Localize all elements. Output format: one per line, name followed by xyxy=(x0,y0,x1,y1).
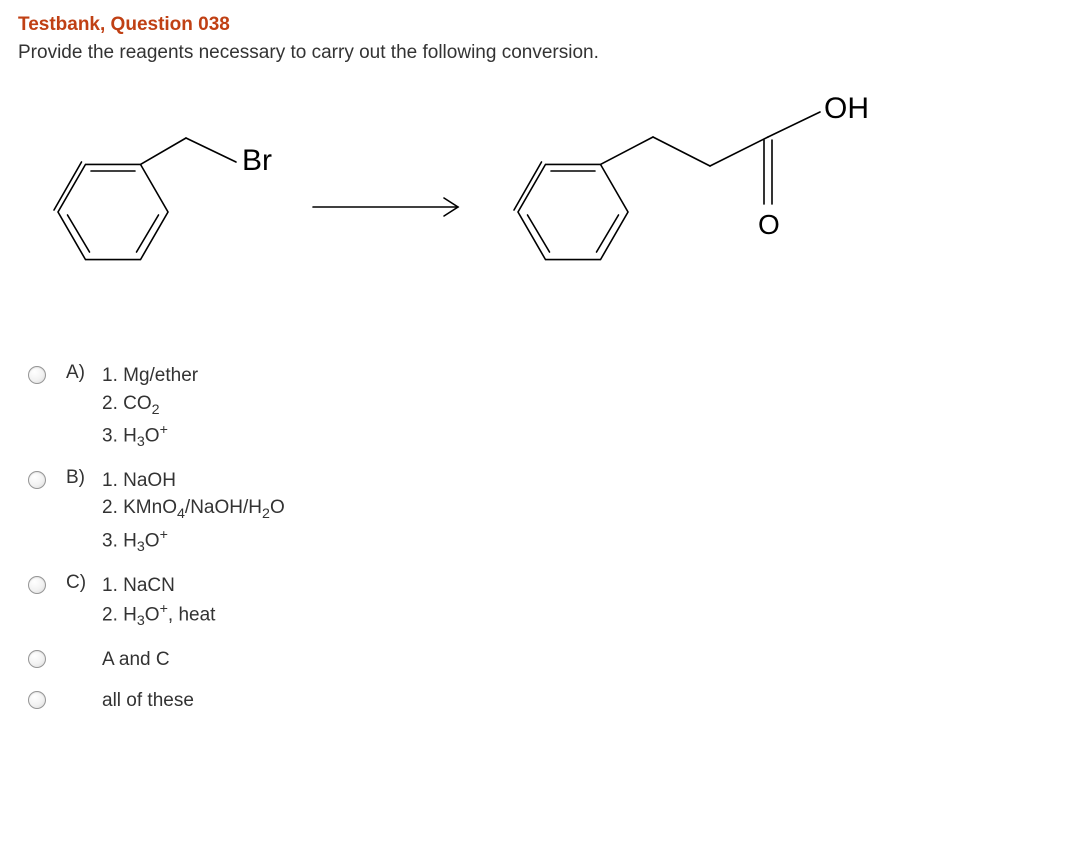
option-c[interactable]: C) 1. NaCN 2. H3O+, heat xyxy=(28,572,1066,632)
option-line: 3. H3O+ xyxy=(102,525,285,558)
option-line: 1. NaCN xyxy=(102,572,215,600)
radio-icon[interactable] xyxy=(28,691,46,709)
question-prompt: Provide the reagents necessary to carry … xyxy=(18,42,1066,64)
option-line: 3. H3O+ xyxy=(102,420,198,453)
option-line: 1. NaOH xyxy=(102,467,285,495)
option-b[interactable]: B) 1. NaOH 2. KMnO4/NaOH/H2O 3. H3O+ xyxy=(28,467,1066,558)
radio-icon[interactable] xyxy=(28,576,46,594)
br-label: Br xyxy=(242,144,272,177)
option-lines: 1. NaCN 2. H3O+, heat xyxy=(102,572,215,632)
reactant-structure: Br xyxy=(18,82,308,302)
option-letter: A) xyxy=(66,362,94,384)
radio-icon[interactable] xyxy=(28,366,46,384)
radio-icon[interactable] xyxy=(28,471,46,489)
option-line: 2. H3O+, heat xyxy=(102,599,215,632)
option-line: A and C xyxy=(102,646,170,674)
question-title: Testbank, Question 038 xyxy=(18,14,1066,36)
oxygen-label: O xyxy=(758,209,780,240)
option-lines: A and C xyxy=(102,646,170,674)
option-a-and-c[interactable]: A and C xyxy=(28,646,1066,674)
option-lines: 1. NaOH 2. KMnO4/NaOH/H2O 3. H3O+ xyxy=(102,467,285,558)
option-line: 2. KMnO4/NaOH/H2O xyxy=(102,494,285,524)
option-letter: C) xyxy=(66,572,94,594)
product-structure: OH O xyxy=(478,82,898,302)
option-line: all of these xyxy=(102,687,194,715)
option-letter: B) xyxy=(66,467,94,489)
oh-label: OH xyxy=(824,92,869,125)
radio-icon[interactable] xyxy=(28,650,46,668)
option-line: 2. CO2 xyxy=(102,390,198,420)
option-lines: all of these xyxy=(102,687,194,715)
option-all[interactable]: all of these xyxy=(28,687,1066,715)
option-line: 1. Mg/ether xyxy=(102,362,198,390)
reaction-diagram: Br OH O xyxy=(18,82,1066,302)
option-a[interactable]: A) 1. Mg/ether 2. CO2 3. H3O+ xyxy=(28,362,1066,453)
reaction-arrow xyxy=(308,82,478,302)
option-lines: 1. Mg/ether 2. CO2 3. H3O+ xyxy=(102,362,198,453)
answer-options: A) 1. Mg/ether 2. CO2 3. H3O+ B) 1. NaOH… xyxy=(28,362,1066,715)
